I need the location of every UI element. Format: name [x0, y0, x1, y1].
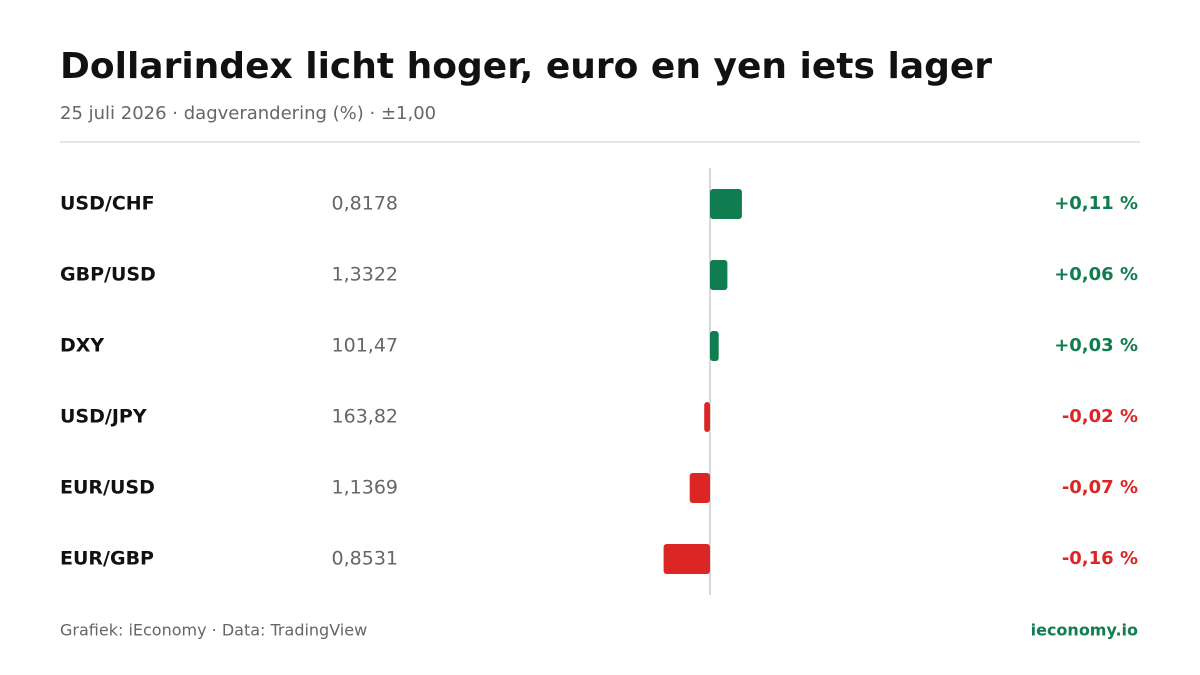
category-label: EUR/USD: [60, 477, 155, 499]
category-label: USD/CHF: [60, 193, 155, 215]
rate: 101,47: [332, 335, 398, 357]
bar: [704, 402, 710, 432]
category-label: DXY: [60, 335, 104, 357]
category-label: EUR/GBP: [60, 548, 154, 570]
bar: [710, 260, 728, 290]
value-label: +0,11 %: [1054, 193, 1138, 214]
rate: 1,3322: [332, 264, 398, 286]
brand: ieconomy.io: [1031, 621, 1138, 640]
category-label: USD/JPY: [60, 406, 147, 428]
bar: [663, 544, 710, 574]
chart-subtitle: 25 juli 2026 · dagverandering (%) · ±1,0…: [60, 103, 436, 124]
source: Grafiek: iEconomy · Data: TradingView: [60, 621, 367, 640]
bar: [710, 331, 719, 361]
category-label: GBP/USD: [60, 264, 156, 286]
chart-title: Dollarindex licht hoger, euro en yen iet…: [60, 46, 992, 87]
rate: 163,82: [332, 406, 398, 428]
value-label: +0,03 %: [1054, 335, 1138, 356]
value-label: -0,07 %: [1062, 477, 1138, 498]
bar: [710, 189, 742, 219]
rate: 0,8531: [332, 548, 398, 570]
value-label: -0,16 %: [1062, 548, 1138, 569]
rate: 0,8178: [332, 193, 398, 215]
value-label: -0,02 %: [1062, 406, 1138, 427]
bar: [689, 473, 710, 503]
value-label: +0,06 %: [1054, 264, 1138, 285]
rate: 1,1369: [332, 477, 398, 499]
